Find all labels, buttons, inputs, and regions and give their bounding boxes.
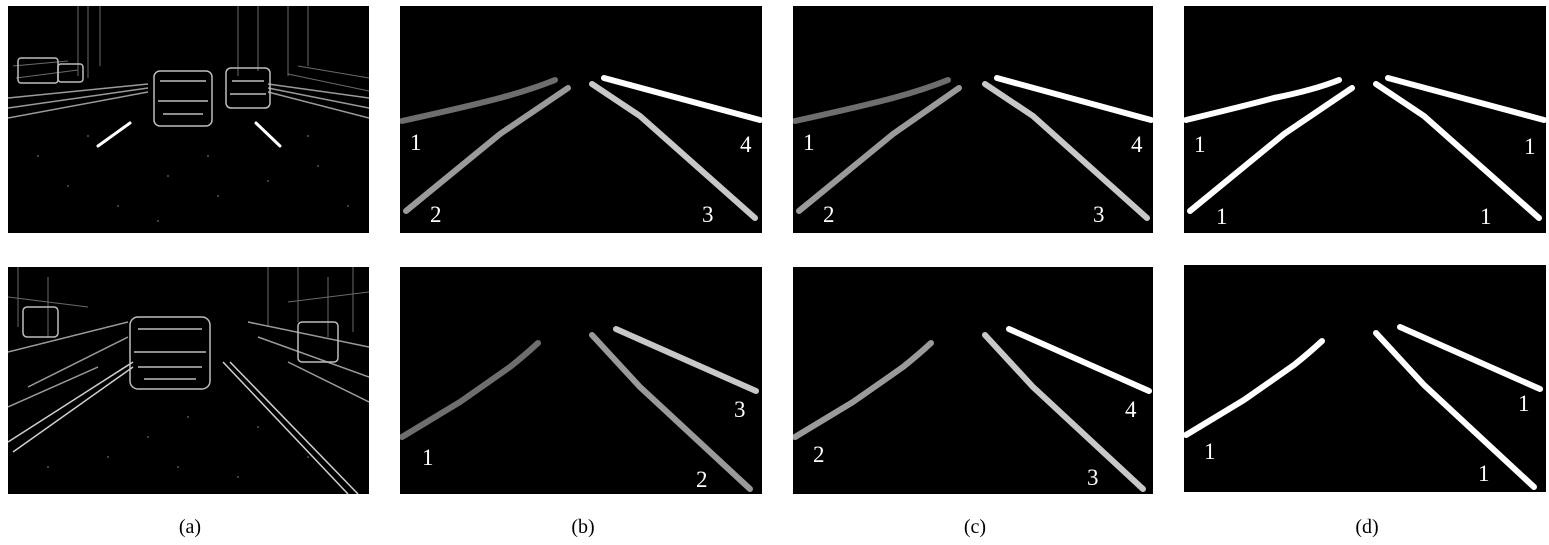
lane-line-1 — [400, 77, 558, 124]
edge-map-top-svg — [8, 6, 369, 233]
caption-c: (c) — [963, 516, 987, 538]
lane-line-1 — [400, 340, 541, 440]
lane-label-3: 1 — [1518, 391, 1530, 416]
lane-label-1: 1 — [1204, 439, 1216, 464]
lane-label-3: 3 — [734, 397, 746, 422]
lane-map-top-b-svg: 1 2 3 4 — [400, 75, 762, 227]
lane-line-3 — [982, 81, 1150, 221]
lane-line-2 — [1373, 330, 1537, 490]
lane-map-bottom-b: 1 2 3 — [400, 267, 762, 494]
lane-map-top-d: 1 1 1 1 — [1184, 6, 1546, 233]
lane-map-top-c: 1 2 3 4 — [793, 6, 1153, 233]
lane-line-4 — [601, 75, 762, 123]
lane-label-1: 1 — [410, 130, 422, 155]
lane-label-4: 4 — [1131, 132, 1143, 157]
lane-line-2 — [589, 332, 753, 492]
lane-line-1 — [1184, 77, 1342, 123]
lane-label-1: 1 — [422, 445, 434, 470]
lane-label-3: 3 — [702, 202, 714, 227]
lane-label-1: 1 — [803, 130, 815, 155]
edge-image-top — [8, 6, 369, 233]
edge-map-bottom-svg — [8, 267, 369, 494]
caption-b: (b) — [571, 516, 595, 538]
lane-label-2: 2 — [696, 467, 708, 492]
lane-line-3 — [1373, 81, 1542, 221]
lane-map-bottom-c: 2 3 4 — [793, 267, 1153, 494]
lane-label-3: 1 — [1480, 204, 1492, 229]
caption-d: (d) — [1355, 516, 1379, 538]
lane-map-bottom-d: 1 1 1 — [1184, 265, 1546, 492]
lane-line-1 — [793, 77, 951, 124]
lane-map-bottom-b-svg: 1 2 3 — [400, 326, 759, 492]
lane-map-bottom-c-svg: 2 3 4 — [793, 326, 1152, 492]
lane-label-4: 4 — [740, 132, 752, 157]
lane-line-4 — [1385, 75, 1546, 123]
lane-label-2: 2 — [823, 202, 835, 227]
lane-label-1: 1 — [1194, 132, 1206, 157]
lane-map-top-d-svg: 1 1 1 1 — [1184, 75, 1546, 229]
lane-label-4: 4 — [1125, 397, 1137, 422]
lane-label-2: 1 — [1216, 204, 1228, 229]
lane-label-2: 1 — [1478, 461, 1490, 486]
lane-line-3 — [613, 326, 759, 394]
caption-a: (a) — [178, 516, 202, 538]
lane-line-1 — [1184, 338, 1325, 438]
lane-label-2: 2 — [430, 202, 442, 227]
lane-line-4 — [1006, 326, 1152, 394]
lane-map-top-b: 1 2 3 4 — [400, 6, 762, 233]
lane-map-top-c-svg: 1 2 3 4 — [793, 75, 1153, 227]
lane-label-3: 3 — [1087, 465, 1099, 490]
lane-line-3 — [589, 81, 758, 221]
lane-line-2 — [796, 85, 962, 214]
lane-line-2 — [403, 85, 571, 214]
edge-image-bottom — [8, 267, 369, 494]
lane-map-bottom-d-svg: 1 1 1 — [1184, 324, 1543, 490]
lane-label-4: 1 — [1524, 134, 1536, 159]
lane-line-2 — [793, 340, 934, 440]
lane-line-3 — [1397, 324, 1543, 392]
lane-line-4 — [994, 75, 1153, 123]
lane-line-2 — [1187, 85, 1355, 214]
lane-label-2: 2 — [813, 442, 825, 467]
lane-line-3 — [982, 332, 1146, 492]
lane-label-3: 3 — [1093, 202, 1105, 227]
